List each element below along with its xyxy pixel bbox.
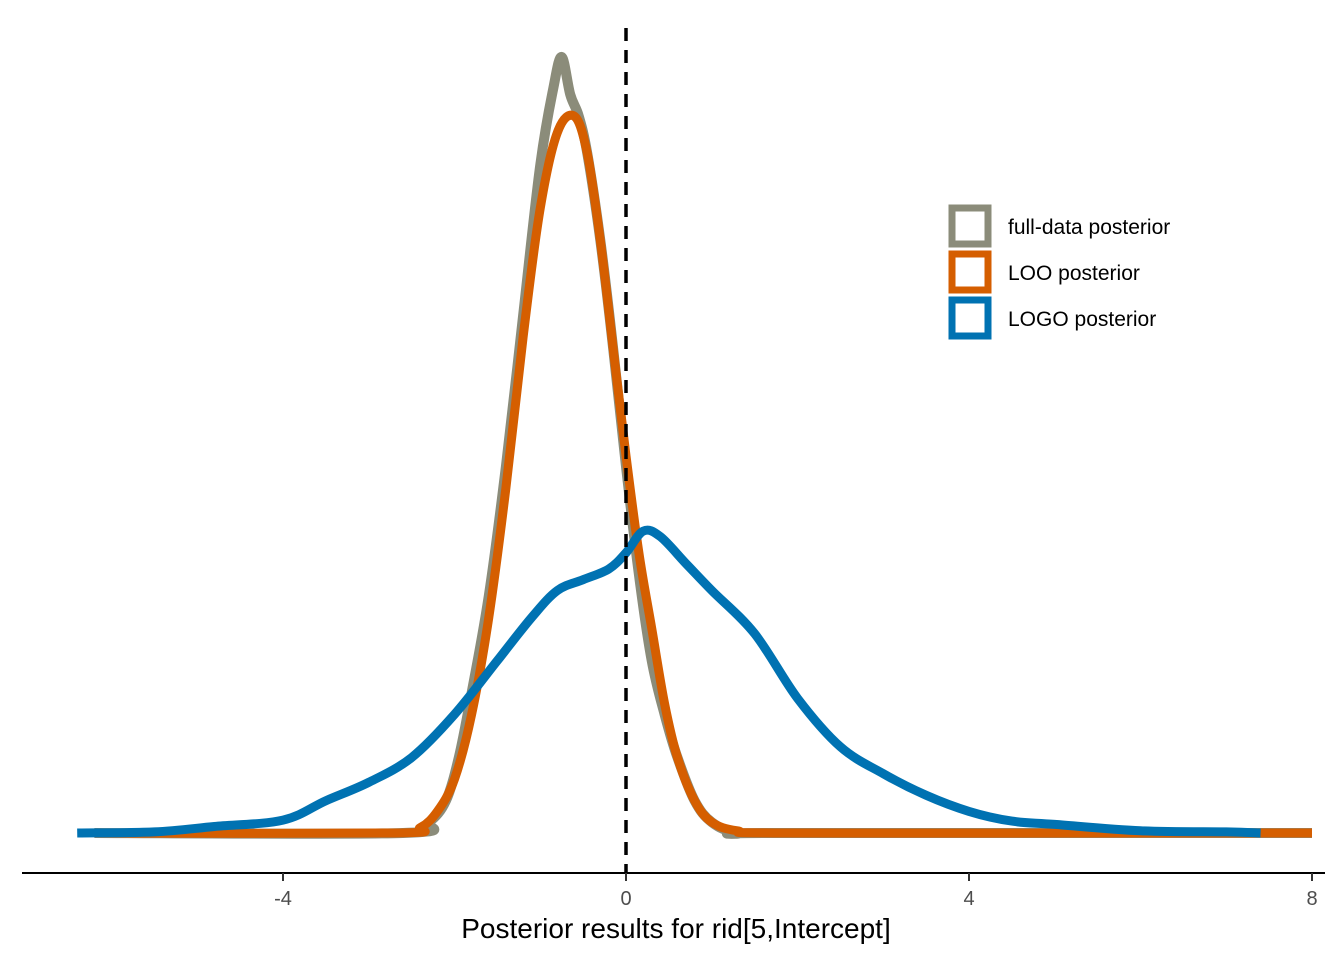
x-axis-ticks: -4 0 4 8: [274, 873, 1318, 910]
legend-label: full-data posterior: [1008, 216, 1170, 239]
x-tick-label: 0: [620, 888, 631, 910]
legend: full-data posterior LOO posterior LOGO pos…: [948, 204, 1170, 340]
x-tick-label: -4: [274, 888, 292, 910]
legend-label: LOO posterior: [1008, 262, 1140, 285]
plot-area: [77, 51, 1312, 839]
legend-key: [948, 204, 992, 248]
x-axis-title: Posterior results for rid[5,Intercept]: [461, 913, 891, 944]
series-line-logo-posterior: [77, 525, 1261, 838]
series-line-loo-posterior: [94, 110, 1312, 838]
x-tick-label: 4: [963, 888, 974, 910]
x-tick-label: 8: [1306, 888, 1317, 910]
legend-key: [948, 250, 992, 294]
legend-label: LOGO posterior: [1008, 308, 1156, 331]
series-line-full-data-posterior: [94, 51, 1312, 839]
legend-key: [948, 296, 992, 340]
